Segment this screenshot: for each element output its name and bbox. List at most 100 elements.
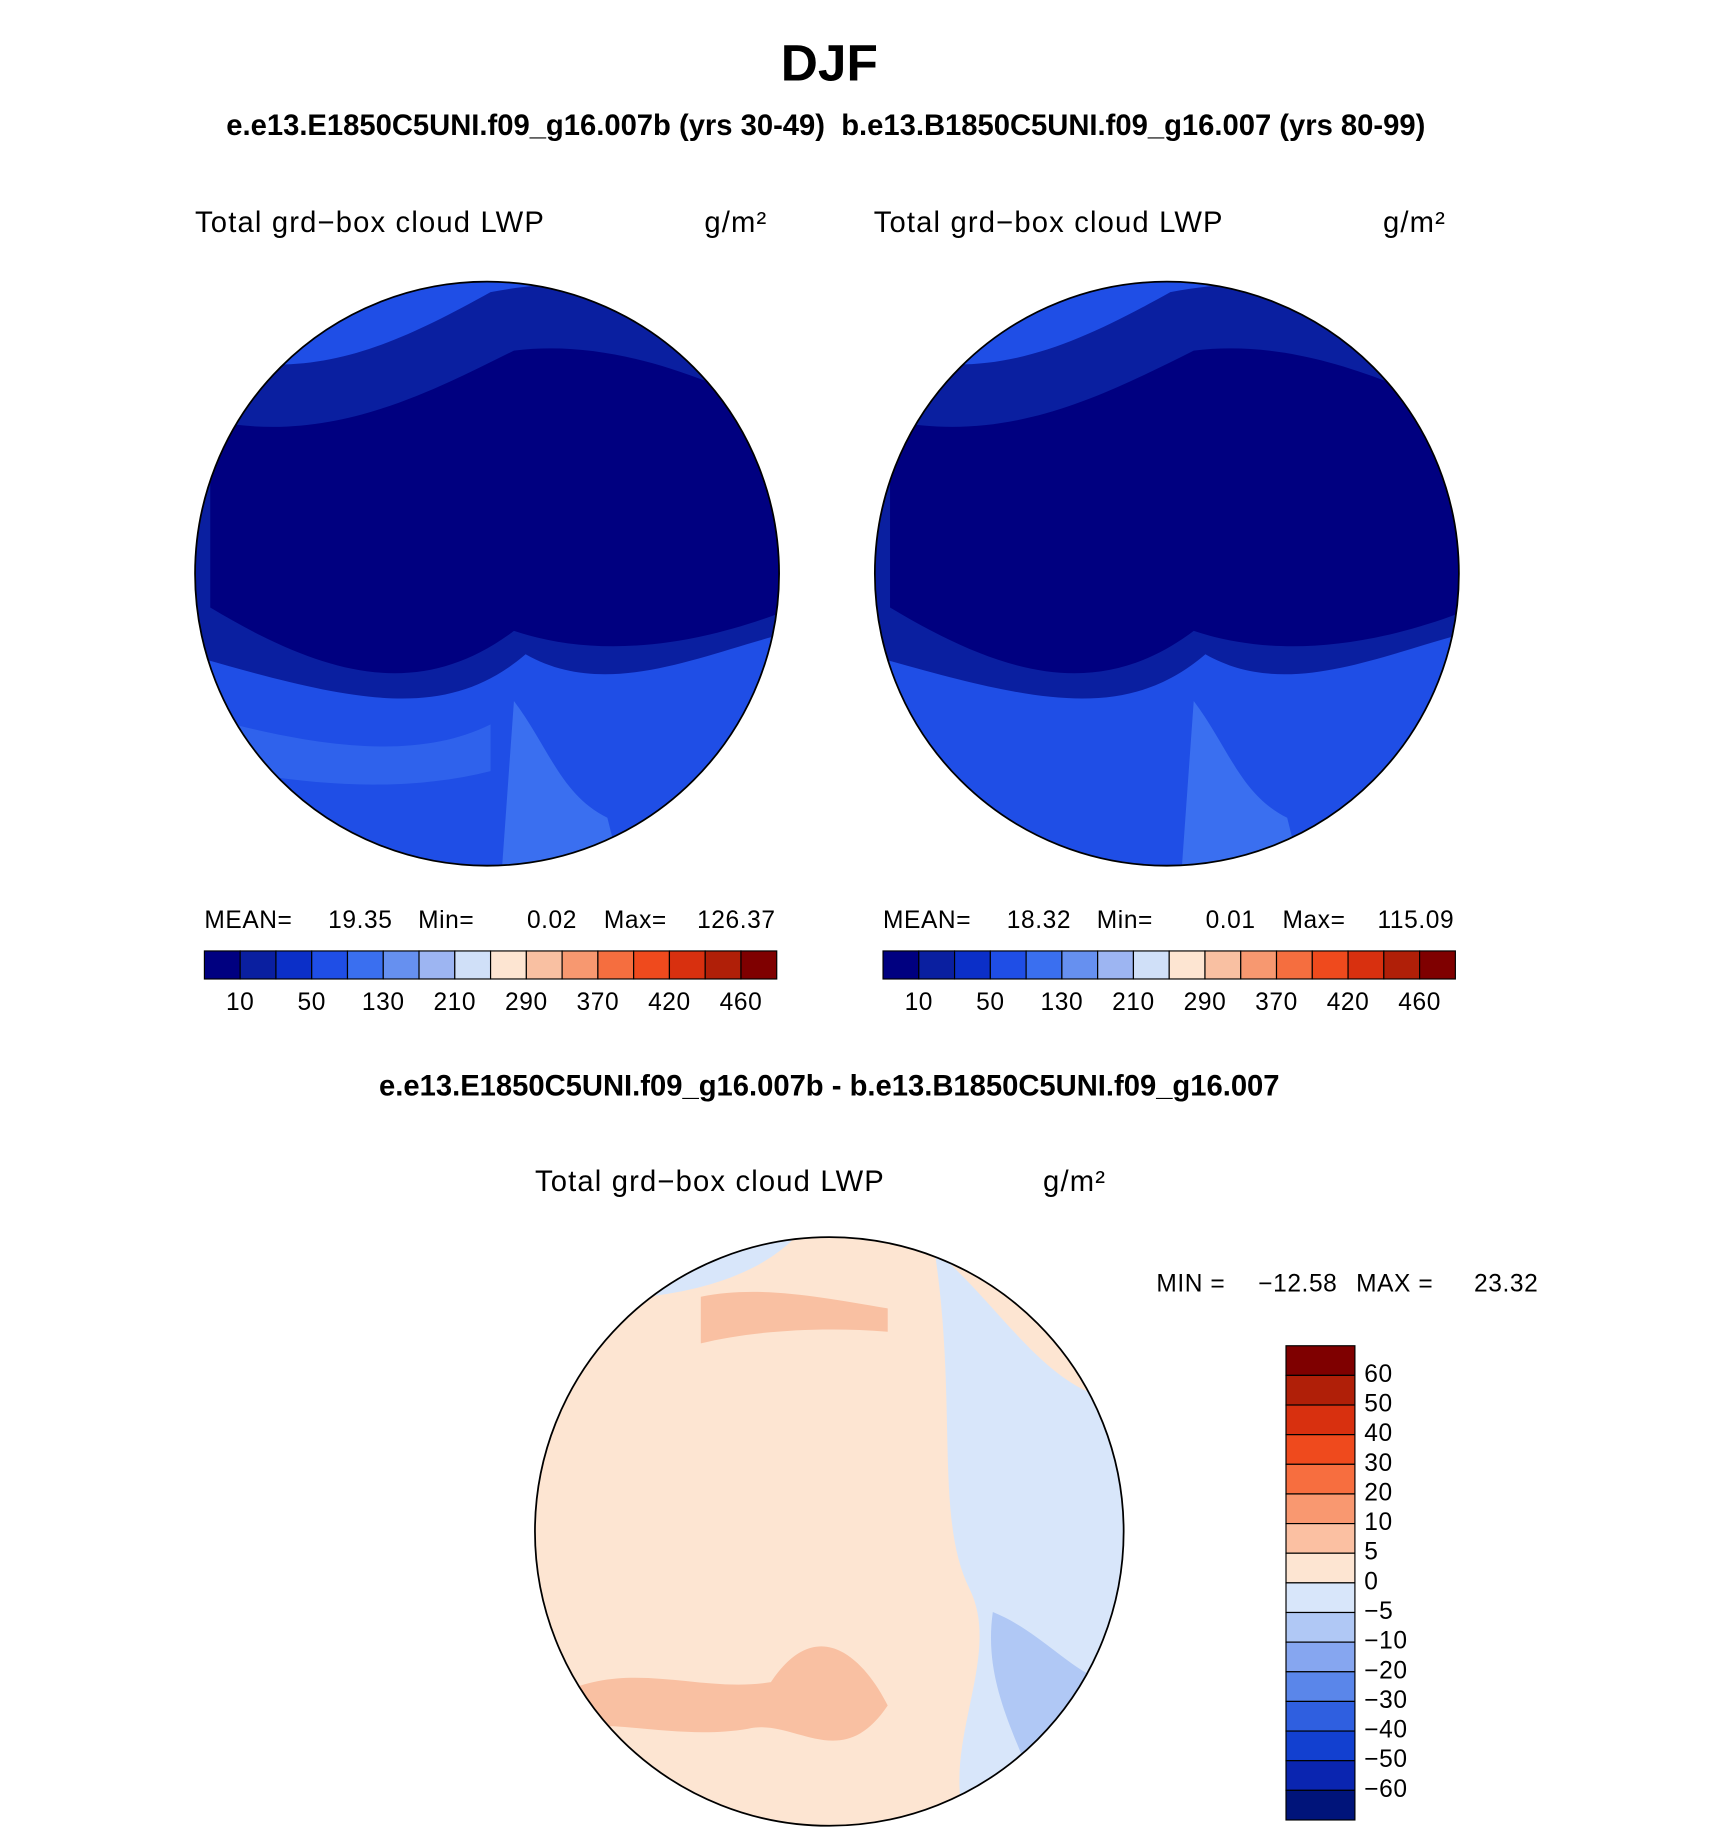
stat-value: 126.37 [697,907,776,934]
colorbar-box [346,950,384,980]
stat-label: MEAN= [204,907,292,934]
colorbar-box [1285,1374,1356,1406]
colorbar-box [1275,950,1313,980]
colorbar-box [1383,950,1421,980]
map-border [873,280,1460,867]
units-label: g/m² [1383,207,1446,239]
colorbar-box [740,950,778,980]
map-right [874,281,1459,866]
colorbar-box [989,950,1027,980]
colorbar-label: −10 [1364,1628,1407,1655]
colorbar-box [1061,950,1099,980]
colorbar-box [1204,950,1242,980]
difference-title: e.e13.E1850C5UNI.f09_g16.007b - b.e13.B1… [379,1070,1279,1102]
colorbar-label: 60 [1364,1361,1392,1388]
colorbar-label: 30 [1364,1450,1392,1477]
colorbar-label: 50 [1364,1391,1392,1418]
units-label: g/m² [704,207,767,239]
colorbar-label: 460 [720,989,763,1016]
map-difference [534,1237,1124,1826]
colorbar-box [311,950,349,980]
colorbar-box [525,950,563,980]
stat-value: −12.58 [1258,1270,1337,1297]
colorbar-box [454,950,492,980]
colorbar-label: 20 [1364,1479,1392,1506]
colorbar-label: 210 [1112,989,1155,1016]
stat-value: 19.35 [328,907,392,934]
colorbar-label: −30 [1364,1687,1407,1714]
colorbar-box [561,950,599,980]
colorbar-box [418,950,456,980]
colorbar-box [1285,1522,1356,1554]
stat-label: Max= [604,907,667,934]
map-border [194,280,780,867]
stat-label: MAX = [1356,1270,1433,1297]
colorbar-box [1311,950,1349,980]
title: DJF [781,33,878,91]
colorbar-label: 0 [1364,1568,1378,1595]
colorbar-box [953,950,991,980]
stat-value: 115.09 [1378,907,1455,934]
colorbar-label: 10 [226,989,254,1016]
colorbar-box [1097,950,1135,980]
colorbar-label: −60 [1364,1776,1407,1803]
map-left [195,281,780,866]
colorbar-box [1285,1404,1356,1436]
stat-value: 0.01 [1206,907,1256,934]
colorbar-label: 130 [1041,989,1084,1016]
stat-label: MEAN= [883,907,971,934]
subtitle: e.e13.E1850C5UNI.f09_g16.007b (yrs 30-49… [226,110,1425,142]
colorbar-box [597,950,635,980]
colorbar-label: 210 [433,989,476,1016]
colorbar-box [239,950,277,980]
colorbar-box [1285,1671,1356,1702]
colorbar-label: 370 [577,989,620,1016]
colorbar-box [918,950,956,980]
colorbar-box [1285,1760,1356,1791]
colorbar-label: −50 [1364,1746,1407,1773]
colorbar-label: 290 [505,989,548,1016]
colorbar-box [1285,1345,1356,1376]
units-label: g/m² [1043,1166,1106,1198]
colorbar-box [1285,1463,1356,1495]
colorbar-box [1285,1493,1356,1525]
stat-value: 0.02 [527,907,577,934]
variable-label: Total grd−box cloud LWP [874,207,1224,239]
colorbar-box [1285,1611,1356,1643]
stat-label: MIN = [1156,1270,1225,1297]
colorbar-box [1132,950,1170,980]
colorbar-box [1285,1552,1356,1584]
colorbar-label: −5 [1364,1598,1393,1625]
map-border [534,1236,1125,1827]
colorbar-label: 370 [1255,989,1298,1016]
colorbar-box [275,950,313,980]
colorbar-label: 290 [1184,989,1227,1016]
colorbar-label: −20 [1364,1657,1407,1684]
colorbar-label: 40 [1364,1420,1392,1447]
colorbar-label: 130 [362,989,405,1016]
colorbar-label: 420 [648,989,691,1016]
colorbar-box [704,950,742,980]
colorbar-label: 50 [298,989,326,1016]
colorbar-label: 50 [976,989,1004,1016]
colorbar-box [1285,1730,1356,1762]
colorbar-label: −40 [1364,1717,1407,1744]
colorbar-box [489,950,527,980]
colorbar-box [1285,1789,1356,1821]
colorbar-box [1419,950,1456,980]
colorbar-box [1240,950,1278,980]
colorbar-box [668,950,706,980]
colorbar-label: 420 [1327,989,1370,1016]
colorbar-box [633,950,671,980]
colorbar-label: 5 [1364,1539,1378,1566]
colorbar-label: 10 [905,989,933,1016]
variable-label: Total grd−box cloud LWP [535,1166,885,1198]
colorbar-box [1285,1582,1356,1614]
colorbar-label: 10 [1364,1509,1392,1536]
colorbar-box [382,950,420,980]
stat-value: 23.32 [1474,1270,1538,1297]
stat-label: Max= [1283,907,1346,934]
colorbar-label: 460 [1398,989,1441,1016]
colorbar-box [203,950,241,980]
